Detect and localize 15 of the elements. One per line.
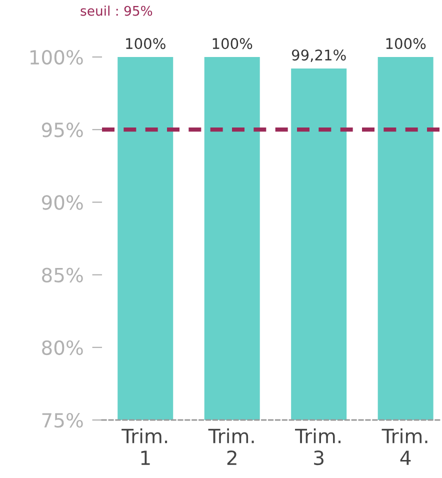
y-tick-label: 100%: [30, 50, 83, 65]
x-tick-label: Trim. 3: [295, 428, 341, 466]
y-tick-label: 75%: [42, 412, 83, 428]
x-tick-label: Trim. 2: [208, 428, 254, 465]
y-tick-label: 90%: [42, 195, 83, 210]
y-tick-label: 95%: [42, 122, 83, 138]
x-tick-label: Trim. 1: [122, 428, 168, 465]
y-tick-label: 85%: [42, 268, 83, 282]
data-label: 100%: [126, 38, 166, 50]
ref-line-label: seuil : 95%: [80, 6, 152, 16]
y-tick-label: 80%: [42, 340, 83, 356]
data-label: 100%: [386, 38, 426, 50]
data-label: 100%: [212, 38, 252, 50]
x-tick-label: Trim. 4: [382, 428, 428, 465]
data-label: 99,21%: [292, 50, 346, 62]
